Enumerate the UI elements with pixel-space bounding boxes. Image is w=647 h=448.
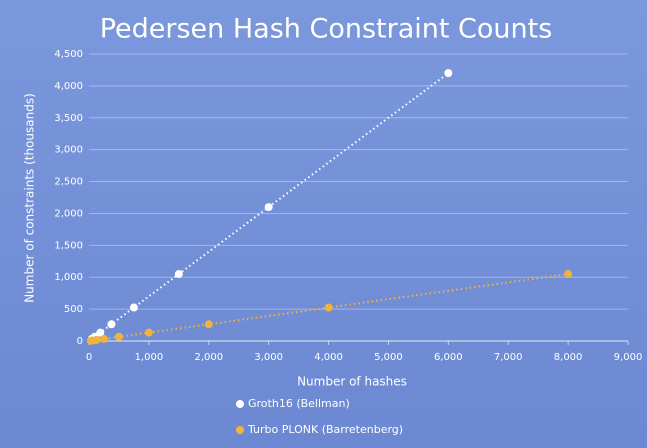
- data-point: [99, 334, 108, 343]
- data-point: [564, 270, 573, 279]
- y-axis-title: Number of constraints (thousands): [23, 93, 37, 303]
- x-tick-label: 5,000: [374, 352, 403, 363]
- x-tick-label: 6,000: [434, 352, 463, 363]
- data-point: [264, 203, 273, 212]
- y-tick-label: 2,000: [54, 208, 83, 219]
- x-axis-title: Number of hashes: [297, 375, 407, 389]
- y-tick-label: 3,500: [54, 113, 83, 124]
- x-tick-label: 8,000: [554, 352, 583, 363]
- data-point: [144, 328, 153, 337]
- y-tick-label: 0: [77, 336, 83, 347]
- x-tick-label: 7,000: [494, 352, 523, 363]
- x-tick-label: 9,000: [614, 352, 643, 363]
- data-point: [129, 303, 138, 312]
- data-point: [444, 69, 453, 78]
- legend-label: Turbo PLONK (Barretenberg): [247, 423, 403, 436]
- data-point: [96, 328, 105, 337]
- data-point: [204, 320, 213, 329]
- y-tick-label: 1,000: [54, 272, 83, 283]
- data-point: [92, 335, 101, 344]
- x-tick-label: 1,000: [135, 352, 164, 363]
- data-point: [107, 320, 116, 329]
- y-tick-label: 2,500: [54, 177, 83, 188]
- y-tick-label: 3,000: [54, 145, 83, 156]
- data-point: [324, 303, 333, 312]
- x-tick-label: 2,000: [194, 352, 223, 363]
- data-point: [174, 270, 183, 279]
- y-tick-label: 4,500: [54, 49, 83, 60]
- data-point: [114, 332, 123, 341]
- y-tick-label: 1,500: [54, 240, 83, 251]
- chart-title: Pedersen Hash Constraint Counts: [100, 14, 553, 45]
- x-tick-label: 3,000: [254, 352, 283, 363]
- x-tick-label: 0: [86, 352, 92, 363]
- y-tick-label: 4,000: [54, 81, 83, 92]
- x-tick-label: 4,000: [314, 352, 343, 363]
- legend-label: Groth16 (Bellman): [248, 397, 350, 410]
- legend-marker: [236, 400, 244, 408]
- y-tick-label: 500: [64, 304, 83, 315]
- legend-marker: [236, 426, 244, 434]
